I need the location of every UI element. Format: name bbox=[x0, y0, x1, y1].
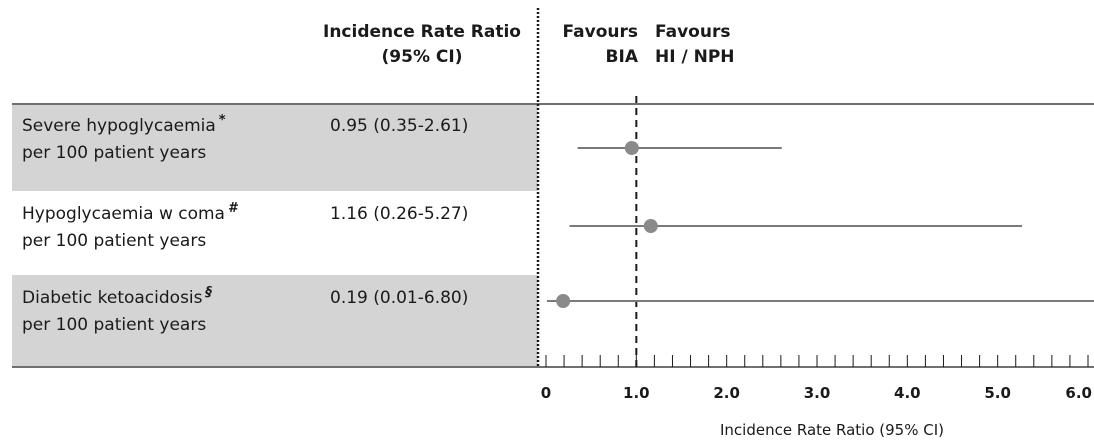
row-background-diabetic-ketoacidosis bbox=[12, 275, 538, 366]
row-label-diabetic-ketoacidosis: Diabetic ketoacidosis § per 100 patient y… bbox=[22, 285, 212, 339]
row-value-hypoglycaemia-w-coma: 1.16 (0.26-5.27) bbox=[330, 204, 469, 224]
favours-hi-nph-label: Favours HI / NPH bbox=[655, 20, 795, 70]
favours-left-line1: Favours bbox=[562, 22, 638, 42]
favours-right-line2: HI / NPH bbox=[655, 47, 735, 67]
favours-bia-label: Favours BIA bbox=[548, 20, 638, 70]
footnote-marker: § bbox=[205, 285, 213, 300]
row-label-text: Diabetic ketoacidosis bbox=[22, 288, 203, 308]
tick-label: 4.0 bbox=[894, 384, 921, 402]
row-label-line1: Severe hypoglycaemia * bbox=[22, 113, 226, 140]
row-label-line2: per 100 patient years bbox=[22, 231, 207, 251]
row-label-text: Hypoglycaemia w coma bbox=[22, 204, 225, 224]
row-value-diabetic-ketoacidosis: 0.19 (0.01-6.80) bbox=[330, 288, 469, 308]
footnote-marker: * bbox=[218, 113, 226, 128]
x-axis-title: Incidence Rate Ratio (95% CI) bbox=[720, 421, 944, 439]
row-label-text: Severe hypoglycaemia bbox=[22, 116, 216, 136]
point-marker bbox=[643, 219, 658, 233]
point-marker bbox=[556, 294, 571, 308]
header-ratio-line1: Incidence Rate Ratio bbox=[323, 22, 521, 42]
minor-ticks bbox=[545, 355, 1089, 367]
footnote-marker: # bbox=[227, 201, 238, 216]
row-label-severe-hypoglycaemia: Severe hypoglycaemia * per 100 patient ye… bbox=[22, 113, 226, 167]
row-background-severe-hypoglycaemia bbox=[12, 105, 538, 191]
tick-label: 3.0 bbox=[804, 384, 831, 402]
row-value-severe-hypoglycaemia: 0.95 (0.35-2.61) bbox=[330, 116, 469, 136]
row-label-hypoglycaemia-w-coma: Hypoglycaemia w coma # per 100 patient ye… bbox=[22, 201, 237, 255]
tick-label: 5.0 bbox=[984, 384, 1011, 402]
point-marker bbox=[624, 141, 639, 155]
header-ratio-line2: (95% CI) bbox=[381, 47, 463, 67]
column-header-incidence-rate-ratio: Incidence Rate Ratio (95% CI) bbox=[312, 20, 532, 70]
row-label-line1: Diabetic ketoacidosis § bbox=[22, 285, 212, 312]
favours-right-line1: Favours bbox=[655, 22, 731, 42]
row-label-line1: Hypoglycaemia w coma # bbox=[22, 201, 237, 228]
favours-left-line2: BIA bbox=[605, 47, 638, 67]
tick-label: 2.0 bbox=[713, 384, 740, 402]
tick-label: 6.0 bbox=[1065, 384, 1092, 402]
tick-label: 1.0 bbox=[623, 384, 650, 402]
tick-label: 0 bbox=[541, 384, 551, 402]
tick-labels: 0 1.0 2.0 3.0 4.0 5.0 6.0 bbox=[541, 384, 1092, 402]
forest-marks bbox=[546, 96, 1094, 372]
row-label-line2: per 100 patient years bbox=[22, 143, 207, 163]
row-label-line2: per 100 patient years bbox=[22, 315, 207, 335]
